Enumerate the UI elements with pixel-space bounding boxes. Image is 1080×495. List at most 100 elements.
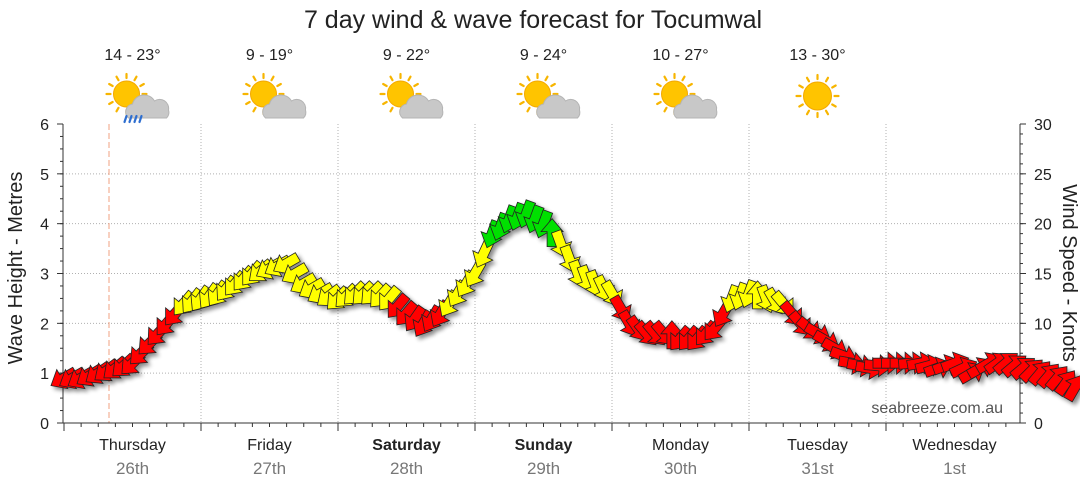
sun-ray	[252, 75, 257, 82]
y-left-tick-label: 2	[40, 316, 49, 333]
sun-disc	[661, 80, 688, 108]
day-temperature: 10 - 27°	[652, 47, 708, 64]
sun-ray	[663, 106, 668, 113]
sun-ray	[526, 75, 531, 82]
sun-ray	[252, 106, 257, 113]
sun-ray	[245, 82, 251, 88]
rain-drop	[123, 114, 128, 124]
partly-cloudy-icon	[516, 72, 581, 119]
sun-ray	[824, 109, 830, 116]
day-name-label: Wednesday	[912, 437, 996, 454]
sun-ray	[663, 75, 668, 82]
sun-ray	[656, 100, 662, 106]
rain-cloud-sun-icon	[105, 72, 170, 124]
day-date-label: 29th	[527, 459, 560, 478]
y-right-tick-label: 20	[1034, 217, 1052, 234]
day-name-label: Thursday	[99, 437, 166, 454]
day-temperature: 9 - 19°	[246, 47, 293, 64]
sun-ray	[139, 82, 145, 88]
cloud-shape	[125, 94, 170, 119]
sun-ray	[245, 100, 251, 106]
sun-disc	[803, 81, 832, 111]
sun-ray	[831, 103, 837, 108]
sun-ray	[382, 82, 388, 88]
sun-disc	[387, 80, 414, 108]
watermark: seabreeze.com.au	[871, 400, 1003, 417]
rain-drop	[128, 114, 133, 124]
sun-ray	[389, 75, 394, 82]
sun-ray	[824, 76, 830, 83]
cloud-shape	[536, 94, 581, 119]
sun-ray	[133, 75, 138, 82]
partly-cloudy-icon	[379, 72, 444, 119]
y-left-tick-label: 5	[40, 167, 49, 184]
rain-drop	[133, 114, 138, 124]
sun-ray	[519, 100, 525, 106]
day-name-label: Saturday	[372, 437, 441, 454]
daily-weather-row: 14 - 23° 9 - 19° 9 - 22° 9 - 24° 10 - 27° 13 …	[104, 47, 846, 124]
cloud-shape	[399, 94, 444, 119]
y-right-tick-label: 30	[1034, 117, 1052, 134]
y-left-tick-label: 4	[40, 217, 49, 234]
sun-ray	[382, 100, 388, 106]
day-date-label: 30th	[664, 459, 697, 478]
day-date-label: 26th	[116, 459, 149, 478]
partly-cloudy-icon	[653, 72, 718, 119]
day-name-label: Monday	[652, 437, 709, 454]
y-right-tick-label: 10	[1034, 316, 1052, 333]
sun-ray	[798, 84, 804, 89]
sun-ray	[115, 106, 120, 113]
sun-ray	[108, 100, 114, 106]
day-temperature: 14 - 23°	[104, 47, 160, 64]
y-right-axis-label: Wind Speed - Knots	[1058, 184, 1080, 362]
day-name-label: Sunday	[515, 437, 573, 454]
sun-ray	[544, 75, 549, 82]
sun-disc	[524, 80, 551, 108]
y-right-tick-label: 15	[1034, 267, 1052, 284]
sun-ray	[687, 82, 693, 88]
wind-arrows	[50, 199, 1080, 403]
day-date-label: 28th	[390, 459, 423, 478]
day-name-label: Tuesday	[787, 437, 848, 454]
day-temperature: 13 - 30°	[789, 47, 845, 64]
sun-ray	[805, 76, 811, 83]
sun-disc	[113, 80, 140, 108]
cloud-shape	[673, 94, 718, 119]
day-temperature: 9 - 22°	[383, 47, 430, 64]
y-right-tick-label: 0	[1034, 416, 1043, 433]
y-left-tick-label: 0	[40, 416, 49, 433]
sun-ray	[805, 109, 811, 116]
sun-ray	[389, 106, 394, 113]
y-left-axis-label: Wave Height - Metres	[5, 172, 27, 365]
sun-ray	[798, 103, 804, 108]
grid-lines	[63, 124, 1020, 423]
sun-ray	[108, 82, 114, 88]
sun-ray	[115, 75, 120, 82]
y-left-tick-label: 1	[40, 366, 49, 383]
sun-ray	[270, 75, 275, 82]
day-date-label: 27th	[253, 459, 286, 478]
sun-ray	[831, 84, 837, 89]
y-left-tick-label: 6	[40, 117, 49, 134]
y-left-tick-label: 3	[40, 267, 49, 284]
sun-ray	[526, 106, 531, 113]
sun-ray	[519, 82, 525, 88]
rain-drop	[138, 114, 143, 124]
sun-ray	[681, 75, 686, 82]
sun-ray	[550, 82, 556, 88]
partly-cloudy-icon	[242, 72, 307, 119]
sun-icon	[795, 73, 840, 119]
sun-disc	[250, 80, 277, 108]
day-date-label: 1st	[943, 459, 966, 478]
y-right-tick-label: 25	[1034, 167, 1052, 184]
sun-ray	[413, 82, 419, 88]
day-date-label: 31st	[801, 459, 833, 478]
chart-title: 7 day wind & wave forecast for Tocumwal	[304, 6, 762, 34]
sun-ray	[276, 82, 282, 88]
day-temperature: 9 - 24°	[520, 47, 567, 64]
sun-ray	[656, 82, 662, 88]
sun-ray	[407, 75, 412, 82]
cloud-shape	[262, 94, 307, 119]
